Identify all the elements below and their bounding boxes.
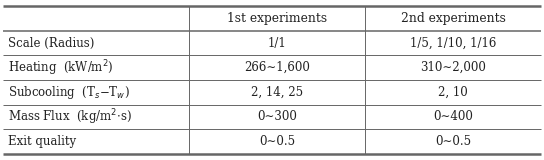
Text: 1/1: 1/1 (268, 37, 286, 50)
Text: 310∼2,000: 310∼2,000 (421, 61, 486, 74)
Text: 0∼300: 0∼300 (257, 110, 297, 123)
Text: 0∼400: 0∼400 (433, 110, 473, 123)
Text: 266∼1,600: 266∼1,600 (244, 61, 310, 74)
Text: 1/5, 1/10, 1/16: 1/5, 1/10, 1/16 (410, 37, 497, 50)
Text: 1st experiments: 1st experiments (227, 12, 327, 25)
Text: Heating  (kW/m$^2$): Heating (kW/m$^2$) (8, 58, 114, 78)
Text: 0∼0.5: 0∼0.5 (259, 135, 295, 148)
Text: Exit quality: Exit quality (8, 135, 76, 148)
Text: 2, 14, 25: 2, 14, 25 (251, 86, 303, 99)
Text: Mass Flux  (kg/m$^2$$\cdot$s): Mass Flux (kg/m$^2$$\cdot$s) (8, 107, 132, 127)
Text: 0∼0.5: 0∼0.5 (435, 135, 471, 148)
Text: Subcooling  (T$_s$−T$_w$): Subcooling (T$_s$−T$_w$) (8, 84, 130, 101)
Text: 2nd experiments: 2nd experiments (401, 12, 506, 25)
Text: Scale (Radius): Scale (Radius) (8, 37, 95, 50)
Text: 2, 10: 2, 10 (438, 86, 468, 99)
